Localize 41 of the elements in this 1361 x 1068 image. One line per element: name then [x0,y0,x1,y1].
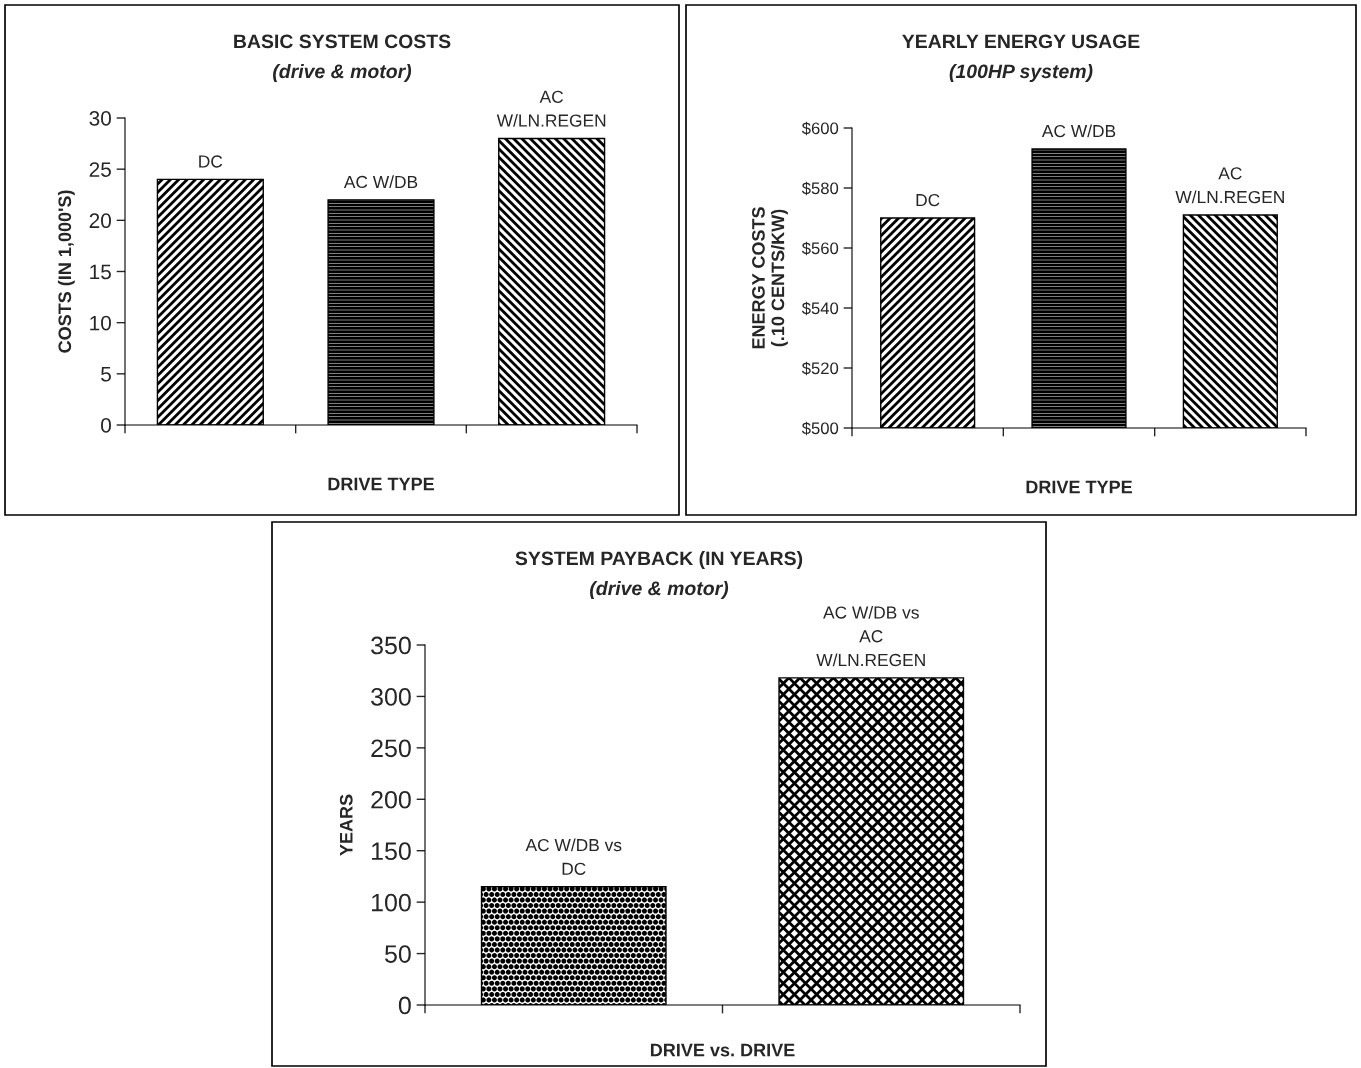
chart-subtitle: (drive & motor) [273,63,412,83]
data-label: DC [199,155,223,168]
y-tick-label: 20 [89,213,111,229]
y-tick-label: $600 [801,121,839,136]
data-label: AC W/DB vs DC [525,838,622,875]
y-tick-label: 0 [101,418,111,433]
chart-title: YEARLY ENERGY USAGE [902,34,1140,49]
y-tick-label: 200 [371,790,411,809]
data-label: AC W/DB [343,175,418,189]
y-axis-title: COSTS (IN 1,000'S) [57,190,75,353]
y-tick-label: 10 [90,315,111,331]
y-tick-label: 30 [89,111,111,126]
chart-title: BASIC SYSTEM COSTS [234,34,451,49]
y-tick-label: 5 [101,367,111,382]
data-label: AC W/DB vs AC W/LN.REGEN [816,605,925,667]
x-axis-title: DRIVE vs. DRIVE [650,1043,795,1057]
y-tick-label: $540 [801,301,839,316]
x-axis-title: DRIVE TYPE [1026,480,1132,494]
chart-subtitle: (100HP system) [949,63,1093,83]
data-label: DC [916,193,940,207]
y-tick-label: 150 [372,842,411,861]
y-tick-label: $560 [801,241,839,256]
data-label: AC W/LN.REGEN [1175,167,1284,204]
data-label: AC W/LN.REGEN [496,90,606,127]
y-tick-label: $500 [801,421,839,436]
x-axis-title: DRIVE TYPE [328,477,434,491]
y-tick-label: 50 [385,945,411,963]
y-tick-label: 100 [372,893,411,912]
y-tick-label: $520 [801,361,839,376]
y-tick-label: 0 [398,996,411,1015]
y-tick-label: 15 [90,264,111,280]
chart-subtitle: (drive & motor) [590,580,729,600]
y-axis-title: ENERGY COSTS (.10 CENTS/KW) [752,207,788,349]
y-tick-label: 250 [371,739,411,758]
y-tick-label: $580 [801,181,839,196]
data-label: AC W/DB [1041,124,1116,138]
y-tick-label: 25 [89,162,111,177]
y-axis-title: YEARS [339,794,353,856]
chart-title: SYSTEM PAYBACK (IN YEARS) [515,550,803,570]
y-tick-label: 350 [371,636,411,655]
y-tick-label: 300 [371,688,411,706]
